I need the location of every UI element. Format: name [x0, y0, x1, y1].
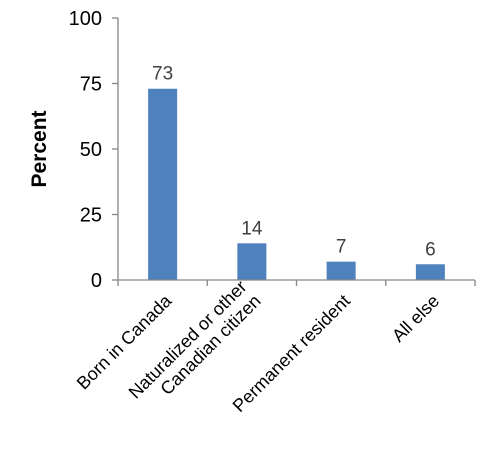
y-tick-label: 50 [80, 139, 102, 161]
y-tick-label: 75 [80, 74, 102, 96]
y-axis-title: Percent [28, 110, 51, 187]
data-label: 7 [336, 237, 347, 258]
category-label-line: Naturalized or other [125, 277, 251, 403]
data-label: 73 [152, 64, 173, 85]
category-label: All else [388, 291, 443, 346]
bar [326, 261, 356, 280]
bar [415, 264, 445, 280]
y-axis-ticks: 0 25 50 75 100 [69, 8, 119, 292]
category-label-line: All else [388, 291, 443, 346]
bar [237, 243, 267, 280]
y-tick-label: 25 [80, 205, 102, 227]
data-label: 6 [425, 239, 436, 260]
bars [148, 88, 445, 281]
data-label: 14 [241, 218, 263, 239]
y-tick-label: 100 [69, 8, 102, 30]
data-labels: 73 14 7 6 [152, 64, 436, 261]
bar [148, 88, 178, 281]
x-axis [117, 279, 476, 286]
y-tick-label: 0 [91, 270, 102, 292]
